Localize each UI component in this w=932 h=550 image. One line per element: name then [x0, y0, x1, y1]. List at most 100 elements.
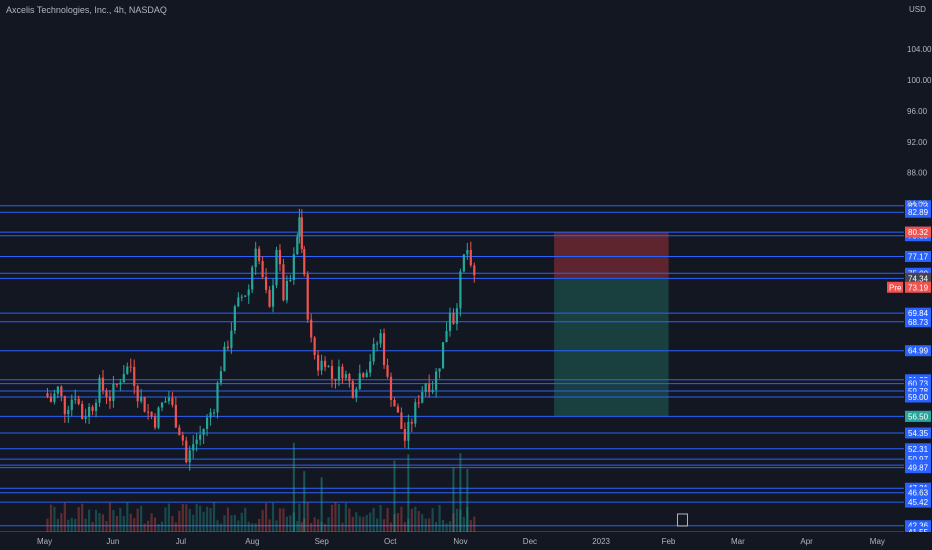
volume-bar	[223, 515, 226, 532]
candle-body	[119, 382, 122, 385]
volume-bar	[268, 519, 271, 532]
candle-body	[298, 217, 301, 237]
candle-body	[164, 401, 167, 403]
volume-bar	[389, 522, 393, 532]
volume-bar	[396, 513, 400, 532]
candle-body	[462, 254, 465, 272]
volume-bar	[362, 516, 365, 532]
volume-spike	[393, 460, 396, 532]
candle-body	[393, 399, 396, 407]
candle-body	[46, 393, 49, 398]
candle-body	[88, 406, 91, 417]
candle-body	[254, 248, 257, 268]
volume-bar	[296, 520, 299, 532]
volume-bar	[67, 519, 70, 532]
candle-body	[153, 416, 157, 428]
volume-bar	[49, 504, 53, 532]
candle-body	[421, 391, 424, 403]
volume-bar	[410, 508, 413, 532]
volume-bar	[101, 514, 105, 532]
candle-body	[74, 398, 77, 400]
volume-bar	[323, 523, 327, 532]
candle-body	[282, 264, 285, 301]
volume-bar	[379, 504, 382, 532]
volume-bar	[136, 508, 139, 532]
candle-body	[181, 435, 184, 441]
volume-bar	[192, 514, 195, 532]
volume-bar	[264, 503, 268, 532]
x-tick-label: May	[37, 537, 52, 546]
candle-body	[56, 386, 59, 394]
volume-bar	[160, 521, 164, 532]
candle-body	[77, 398, 80, 404]
price-level-label: 82.89	[908, 208, 929, 217]
candle-body	[320, 360, 323, 371]
volume-bar	[438, 504, 441, 532]
candle-body	[317, 355, 320, 371]
volume-bar	[313, 517, 316, 532]
candle-body	[94, 402, 98, 411]
candle-body	[101, 377, 105, 391]
candle-body	[441, 342, 445, 369]
volume-bar	[202, 511, 205, 532]
price-level-label: 52.31	[908, 445, 929, 454]
volume-bar	[150, 513, 153, 532]
candle-body	[459, 271, 462, 309]
volume-bar	[271, 502, 275, 532]
volume-bar	[403, 522, 406, 532]
volume-bar	[386, 507, 389, 532]
candle-body	[122, 373, 125, 383]
volume-bar	[289, 515, 292, 532]
candle-body	[313, 337, 316, 356]
price-level-badge	[905, 206, 931, 218]
y-tick-label: 96.00	[907, 107, 928, 116]
currency-label: USD	[909, 5, 926, 14]
volume-bar	[424, 518, 427, 532]
candle-body	[323, 360, 327, 367]
x-tick-label: 2023	[592, 537, 610, 546]
candle-body	[310, 319, 313, 338]
volume-bar	[108, 502, 112, 532]
price-level-label: 49.87	[908, 464, 929, 473]
y-tick-label: 84.00	[907, 200, 928, 209]
candle-body	[306, 274, 309, 320]
candle-body	[327, 365, 330, 367]
candle-body	[275, 249, 278, 286]
volume-bar	[285, 516, 288, 532]
price-level-label: 83.73	[908, 202, 929, 211]
volume-bar	[216, 520, 219, 532]
volume-bar	[174, 522, 177, 532]
volume-bar	[219, 523, 223, 532]
price-level-badge	[905, 378, 931, 390]
candle-body	[435, 371, 438, 390]
volume-bar	[448, 521, 452, 532]
candle-body	[414, 402, 417, 424]
candle-body	[268, 289, 271, 307]
candle-body	[455, 308, 459, 324]
volume-bar	[421, 514, 424, 532]
volume-bar	[292, 512, 295, 532]
volume-bar	[258, 518, 261, 532]
volume-bar	[462, 516, 465, 532]
candle-body	[233, 306, 236, 331]
x-tick-label: Feb	[662, 537, 676, 546]
volume-bar	[46, 518, 49, 532]
candle-body	[98, 377, 101, 403]
pre-market-tag-label: Pre	[889, 283, 902, 292]
candle-body	[285, 280, 288, 301]
price-level-label: 68.73	[908, 318, 929, 327]
candle-body	[403, 428, 406, 441]
price-level-badge	[905, 487, 931, 499]
position-zones	[554, 232, 669, 417]
chart-title: Axcelis Technologies, Inc., 4h, NASDAQ	[6, 5, 167, 15]
candle-body	[223, 346, 226, 372]
candle-body	[431, 389, 434, 392]
volume-bar	[317, 519, 320, 532]
candle-body	[358, 373, 361, 390]
volume-bar	[400, 506, 403, 532]
volume-bar	[369, 512, 372, 532]
candle-body	[396, 406, 400, 413]
volume-bar	[122, 516, 125, 532]
